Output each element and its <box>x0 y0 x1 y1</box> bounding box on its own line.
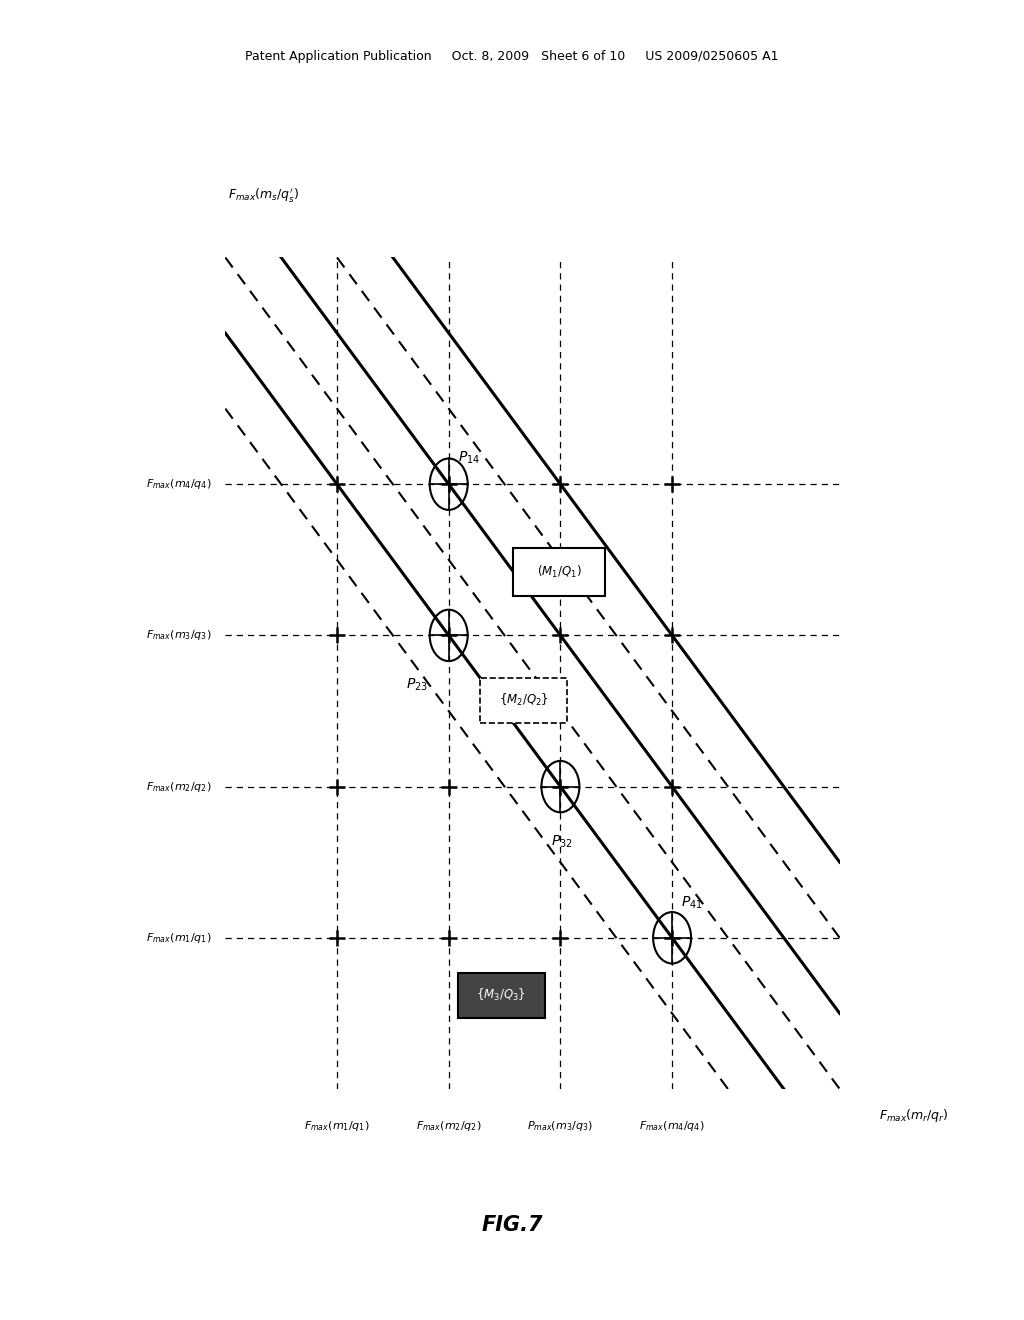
Text: $F_{max}(m_4/q_4)$: $F_{max}(m_4/q_4)$ <box>146 478 212 491</box>
Text: $(M_1/Q_1)$: $(M_1/Q_1)$ <box>537 564 582 579</box>
Bar <box>513 548 605 597</box>
Text: $F_{max}(m_3/q_3)$: $F_{max}(m_3/q_3)$ <box>146 628 212 643</box>
Text: $F_{max}(m_4/q_4)$: $F_{max}(m_4/q_4)$ <box>639 1119 705 1134</box>
Text: $P_{32}$: $P_{32}$ <box>552 834 573 850</box>
Bar <box>458 973 545 1018</box>
Text: Patent Application Publication     Oct. 8, 2009   Sheet 6 of 10     US 2009/0250: Patent Application Publication Oct. 8, 2… <box>246 50 778 63</box>
Text: $F_{max}(m_r/q_r)$: $F_{max}(m_r/q_r)$ <box>879 1107 948 1125</box>
Text: $P_{max}(m_3/q_3)$: $P_{max}(m_3/q_3)$ <box>527 1119 593 1134</box>
Text: $P_{14}$: $P_{14}$ <box>458 450 479 466</box>
Text: $\{M_2/Q_2\}$: $\{M_2/Q_2\}$ <box>499 693 549 709</box>
Text: FIG.7: FIG.7 <box>481 1214 543 1236</box>
Text: $F_{max}(m_s/q_s')$: $F_{max}(m_s/q_s')$ <box>227 186 299 205</box>
Text: $\{M_3/Q_3\}$: $\{M_3/Q_3\}$ <box>476 987 526 1003</box>
Text: $P_{41}$: $P_{41}$ <box>681 894 702 911</box>
Text: $F_{max}(m_1/q_1)$: $F_{max}(m_1/q_1)$ <box>146 931 212 945</box>
Bar <box>480 677 567 723</box>
Text: $P_{23}$: $P_{23}$ <box>407 676 428 693</box>
Text: $F_{max}(m_2/q_2)$: $F_{max}(m_2/q_2)$ <box>146 780 212 793</box>
Text: $F_{max}(m_2/q_2)$: $F_{max}(m_2/q_2)$ <box>416 1119 481 1134</box>
Text: $F_{max}(m_1/q_1)$: $F_{max}(m_1/q_1)$ <box>304 1119 370 1134</box>
